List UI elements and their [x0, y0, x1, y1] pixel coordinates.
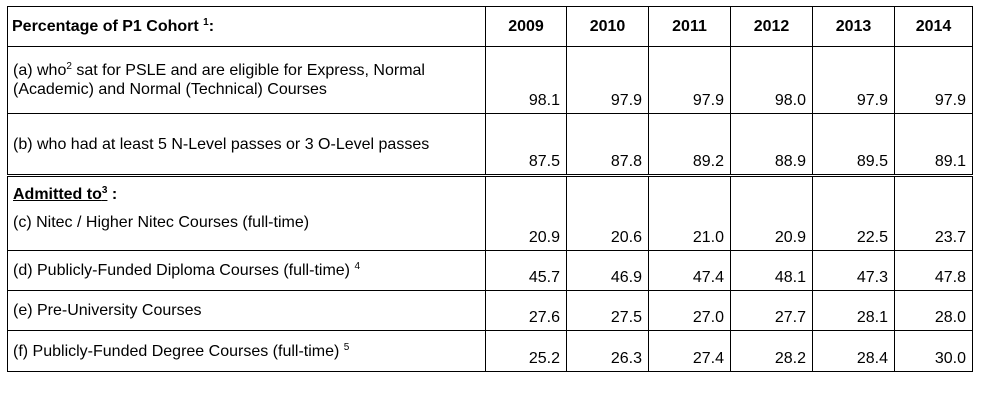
- value-cell: 20.9: [730, 174, 813, 251]
- value-cell: 46.9: [566, 250, 649, 291]
- header-label-cell: Percentage of P1 Cohort 1:: [7, 6, 486, 47]
- footnote-1: 1: [203, 17, 209, 28]
- year-header: 2014: [894, 6, 973, 47]
- row-label-text: (e) Pre-University Courses: [13, 302, 202, 319]
- admitted-heading: Admitted to3 :: [13, 185, 485, 204]
- value-cell: 28.0: [894, 290, 973, 331]
- year-header: 2011: [648, 6, 731, 47]
- footnote-4: 4: [354, 261, 360, 272]
- value-cell: 21.0: [648, 174, 731, 251]
- value-cell: 22.5: [812, 174, 895, 251]
- row-label: (d) Publicly-Funded Diploma Courses (ful…: [7, 250, 486, 291]
- admitted-colon: :: [107, 186, 118, 203]
- value-cell: 98.0: [730, 46, 813, 114]
- year-header: 2009: [485, 6, 567, 47]
- value-cell: 87.5: [485, 113, 567, 176]
- admitted-label: Admitted to: [13, 186, 102, 203]
- year-header: 2012: [730, 6, 813, 47]
- value-cell: 20.6: [566, 174, 649, 251]
- value-cell: 47.3: [812, 250, 895, 291]
- value-cell: 23.7: [894, 174, 973, 251]
- cohort-table-container: Percentage of P1 Cohort 1: 2009 2010 201…: [7, 6, 973, 372]
- value-cell: 47.8: [894, 250, 973, 291]
- admitted-row: Admitted to3 : (c) Nitec / Higher Nitec …: [7, 174, 973, 251]
- value-cell: 97.9: [566, 46, 649, 114]
- row-label-text: (b) who had at least 5 N-Level passes or…: [13, 135, 430, 153]
- row-label: (a) who2 sat for PSLE and are eligible f…: [7, 46, 486, 114]
- value-cell: 30.0: [894, 330, 973, 372]
- value-cell: 98.1: [485, 46, 567, 114]
- row-label-text: (c) Nitec / Higher Nitec Courses (full-t…: [13, 214, 310, 231]
- value-cell: 26.3: [566, 330, 649, 372]
- value-cell: 97.9: [648, 46, 731, 114]
- table-row: (a) who2 sat for PSLE and are eligible f…: [7, 46, 973, 114]
- table-row: (e) Pre-University Courses 27.6 27.5 27.…: [7, 290, 973, 331]
- value-cell: 25.2: [485, 330, 567, 372]
- value-cell: 28.4: [812, 330, 895, 372]
- header-colon: :: [208, 18, 215, 35]
- value-cell: 97.9: [812, 46, 895, 114]
- value-cell: 27.0: [648, 290, 731, 331]
- value-cell: 48.1: [730, 250, 813, 291]
- footnote-3: 3: [101, 185, 108, 196]
- value-cell: 20.9: [485, 174, 567, 251]
- row-label: (e) Pre-University Courses: [7, 290, 486, 331]
- value-cell: 89.1: [894, 113, 973, 176]
- value-cell: 89.2: [648, 113, 731, 176]
- admitted-cell: Admitted to3 : (c) Nitec / Higher Nitec …: [7, 174, 486, 251]
- table-row: (f) Publicly-Funded Degree Courses (full…: [7, 330, 973, 372]
- value-cell: 28.2: [730, 330, 813, 372]
- row-label-text: (d) Publicly-Funded Diploma Courses (ful…: [13, 262, 355, 279]
- footnote-5: 5: [343, 341, 350, 353]
- value-cell: 89.5: [812, 113, 895, 176]
- value-cell: 28.1: [812, 290, 895, 331]
- value-cell: 27.4: [648, 330, 731, 372]
- value-cell: 87.8: [566, 113, 649, 176]
- row-label-text-cont: sat for PSLE and are eligible for Expres…: [13, 62, 425, 98]
- cohort-table: Percentage of P1 Cohort 1: 2009 2010 201…: [7, 6, 973, 372]
- table-row: (b) who had at least 5 N-Level passes or…: [7, 113, 973, 176]
- row-label-text: (f) Publicly-Funded Degree Courses (full…: [13, 342, 344, 360]
- value-cell: 27.5: [566, 290, 649, 331]
- header-label: Percentage of P1 Cohort: [12, 18, 199, 35]
- value-cell: 27.6: [485, 290, 567, 331]
- value-cell: 47.4: [648, 250, 731, 291]
- row-label: (f) Publicly-Funded Degree Courses (full…: [7, 330, 486, 372]
- row-label: (b) who had at least 5 N-Level passes or…: [7, 113, 486, 176]
- value-cell: 97.9: [894, 46, 973, 114]
- year-header: 2010: [566, 6, 649, 47]
- header-row: Percentage of P1 Cohort 1: 2009 2010 201…: [7, 6, 973, 47]
- row-label: (c) Nitec / Higher Nitec Courses (full-t…: [13, 213, 485, 232]
- year-header: 2013: [812, 6, 895, 47]
- table-row: (d) Publicly-Funded Diploma Courses (ful…: [7, 250, 973, 291]
- value-cell: 88.9: [730, 113, 813, 176]
- row-label-text: (a) who: [13, 62, 67, 79]
- footnote-2: 2: [66, 61, 72, 72]
- value-cell: 27.7: [730, 290, 813, 331]
- value-cell: 45.7: [485, 250, 567, 291]
